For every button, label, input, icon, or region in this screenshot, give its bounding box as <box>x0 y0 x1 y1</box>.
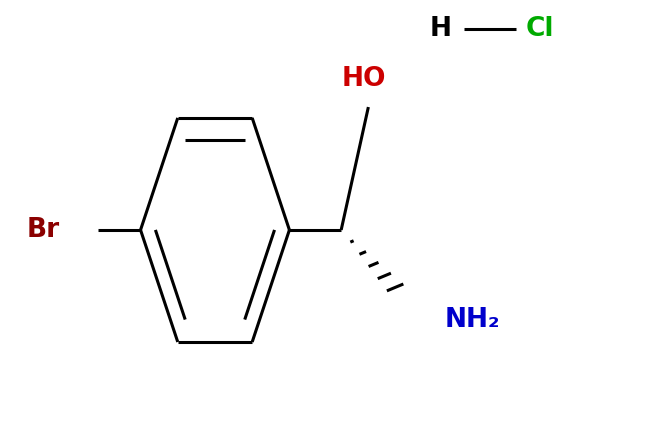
Text: Cl: Cl <box>526 16 554 43</box>
Text: HO: HO <box>342 66 387 92</box>
Text: H: H <box>429 16 451 43</box>
Text: Br: Br <box>27 217 60 243</box>
Text: NH₂: NH₂ <box>445 308 500 333</box>
